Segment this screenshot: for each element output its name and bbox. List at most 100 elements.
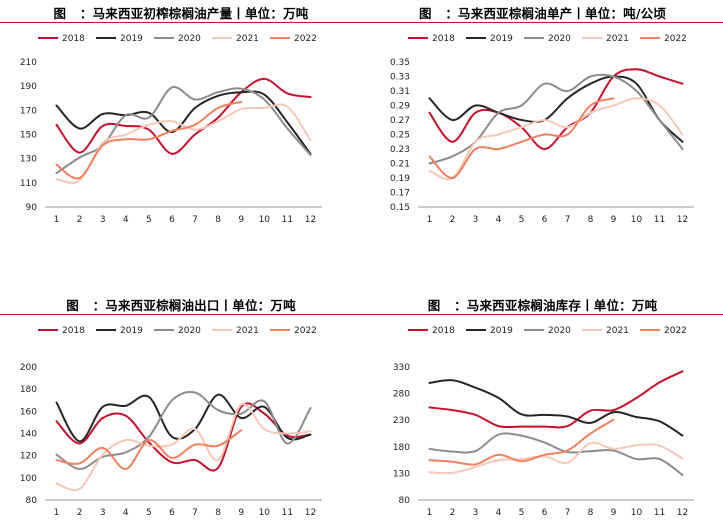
x-tick-label: 5 — [519, 215, 525, 225]
x-tick-label: 3 — [100, 215, 106, 225]
legend-item: 2021 — [212, 326, 259, 336]
title-separator — [0, 22, 362, 23]
legend-label: 2022 — [664, 34, 687, 44]
legend-item: 2021 — [582, 34, 629, 44]
x-tick-label: 10 — [259, 215, 271, 225]
legend-label: 2022 — [294, 34, 317, 44]
series-line-2018 — [428, 68, 684, 150]
legend-label: 2019 — [120, 326, 143, 336]
legend-label: 2020 — [178, 326, 201, 336]
x-tick-label: 11 — [654, 215, 665, 225]
x-tick-label: 9 — [238, 508, 244, 518]
legend-item: 2021 — [212, 34, 259, 44]
legend-item: 2022 — [270, 326, 317, 336]
legend-label: 2021 — [606, 326, 629, 336]
x-tick-label: 12 — [305, 508, 316, 518]
y-tick-label: 90 — [26, 203, 38, 213]
x-tick-label: 7 — [192, 215, 198, 225]
legend-item: 2019 — [466, 326, 513, 336]
title-separator — [362, 22, 723, 23]
x-tick-label: 10 — [631, 508, 643, 518]
x-tick-label: 6 — [169, 215, 175, 225]
y-tick-label: 210 — [20, 58, 37, 68]
series-line-2021 — [428, 441, 684, 475]
x-tick-label: 8 — [215, 508, 221, 518]
x-tick-label: 2 — [77, 508, 83, 518]
y-tick-label: 150 — [20, 131, 37, 141]
y-tick-label: 0.31 — [390, 87, 410, 97]
chart-title: 图 ：马来西亚棕榈油单产丨单位：吨/公顷 — [418, 6, 667, 21]
x-tick-label: 1 — [54, 215, 60, 225]
y-tick-label: 0.21 — [390, 160, 410, 170]
y-tick-label: 0.19 — [390, 174, 410, 184]
x-tick-label: 5 — [146, 215, 152, 225]
x-tick-label: 3 — [100, 508, 106, 518]
series-line-2020 — [428, 432, 684, 476]
y-tick-label: 0.35 — [390, 58, 410, 68]
legend-item: 2019 — [96, 34, 143, 44]
x-tick-label: 2 — [77, 215, 83, 225]
x-tick-label: 8 — [588, 508, 594, 518]
legend-item: 2022 — [640, 326, 687, 336]
x-tick-label: 1 — [427, 508, 433, 518]
series-line-2018 — [55, 77, 312, 155]
x-tick-label: 2 — [450, 215, 456, 225]
legend-item: 2018 — [38, 34, 85, 44]
y-tick-label: 280 — [393, 390, 410, 400]
y-tick-label: 140 — [20, 430, 37, 440]
legend-label: 2022 — [294, 326, 317, 336]
legend-item: 2020 — [524, 326, 571, 336]
legend-label: 2019 — [490, 34, 513, 44]
chart-title: 图 ：马来西亚初榨棕榈油产量丨单位：万吨 — [53, 6, 309, 21]
series-line-2021 — [428, 97, 684, 181]
y-tick-label: 330 — [393, 363, 410, 373]
chart-1: 2018 2019 2020 2021 202290110130150170190210… — [20, 34, 322, 225]
legend-item: 2018 — [408, 34, 455, 44]
y-tick-label: 0.27 — [390, 116, 410, 126]
x-tick-label: 4 — [496, 215, 502, 225]
x-tick-label: 8 — [215, 215, 221, 225]
y-tick-label: 130 — [393, 469, 410, 479]
legend-item: 2019 — [466, 34, 513, 44]
y-tick-label: 180 — [20, 385, 37, 395]
y-tick-label: 110 — [20, 179, 37, 189]
x-tick-label: 11 — [654, 508, 665, 518]
series-line-2021 — [55, 403, 312, 492]
y-tick-label: 0.23 — [390, 145, 410, 155]
legend-label: 2018 — [432, 34, 455, 44]
x-tick-label: 9 — [611, 508, 617, 518]
series-line-2020 — [55, 86, 312, 175]
x-tick-label: 12 — [677, 508, 688, 518]
y-tick-label: 0.29 — [390, 102, 410, 112]
x-tick-label: 12 — [677, 215, 688, 225]
legend-label: 2020 — [548, 326, 571, 336]
chart-title: 图 ：马来西亚棕榈油出口丨单位：万吨 — [66, 298, 296, 313]
x-tick-label: 6 — [542, 508, 548, 518]
y-tick-label: 180 — [393, 443, 410, 453]
series-line-2018 — [428, 370, 684, 429]
series-line-2022 — [55, 429, 243, 470]
legend-item: 2022 — [640, 34, 687, 44]
legend-label: 2018 — [62, 326, 85, 336]
x-tick-label: 5 — [146, 508, 152, 518]
y-tick-label: 170 — [20, 106, 37, 116]
legend-label: 2021 — [606, 34, 629, 44]
legend-item: 2020 — [154, 34, 201, 44]
x-tick-label: 9 — [238, 215, 244, 225]
legend-label: 2021 — [236, 326, 259, 336]
chart-2: 2018 2019 2020 2021 2022 0.15 0.17 0.19 0.21 0.23… — [390, 34, 694, 225]
x-tick-label: 6 — [542, 215, 548, 225]
x-tick-label: 9 — [611, 215, 617, 225]
series-line-2020 — [55, 390, 312, 471]
legend-item: 2020 — [154, 326, 201, 336]
x-tick-label: 10 — [259, 508, 271, 518]
x-tick-label: 2 — [450, 508, 456, 518]
series-line-2019 — [55, 90, 312, 155]
series-line-2021 — [55, 103, 312, 184]
y-tick-label: 80 — [399, 496, 411, 506]
x-tick-label: 3 — [473, 215, 479, 225]
legend-label: 2018 — [432, 326, 455, 336]
x-tick-label: 10 — [631, 215, 643, 225]
x-tick-label: 1 — [427, 215, 433, 225]
